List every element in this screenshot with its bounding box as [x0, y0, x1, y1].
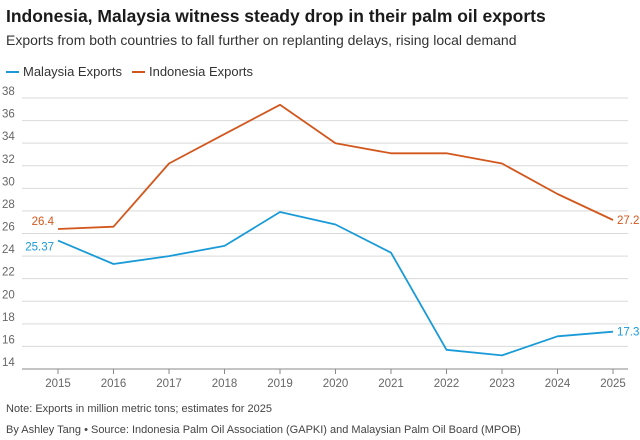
- x-tick-label: 2020: [323, 378, 349, 390]
- x-tick-label: 2022: [434, 378, 460, 390]
- y-tick-label: 38: [2, 86, 15, 98]
- x-tick-label: 2018: [212, 378, 238, 390]
- legend-swatch-malaysia: [6, 70, 19, 73]
- data-label: 26.4: [32, 216, 55, 228]
- chart-subtitle: Exports from both countries to fall furt…: [6, 32, 517, 48]
- chart-legend: Malaysia Exports Indonesia Exports: [6, 64, 263, 79]
- x-tick-label: 2024: [545, 378, 571, 390]
- x-tick-label: 2016: [101, 378, 127, 390]
- series-line-indonesia-exports: [57, 103, 614, 230]
- x-tick-label: 2021: [378, 378, 404, 390]
- y-tick-label: 30: [2, 176, 15, 188]
- data-label: 25.37: [25, 242, 54, 254]
- series-line-malaysia-exports: [57, 211, 614, 357]
- legend-label-malaysia: Malaysia Exports: [23, 64, 122, 79]
- x-tick-label: 2023: [489, 378, 515, 390]
- y-tick-label: 16: [2, 334, 15, 346]
- x-tick-label: 2025: [600, 378, 626, 390]
- y-tick-label: 26: [2, 222, 15, 234]
- y-tick-label: 28: [2, 199, 15, 211]
- data-label: 17.3: [617, 327, 639, 339]
- chart-title: Indonesia, Malaysia witness steady drop …: [6, 6, 546, 26]
- y-tick-label: 14: [2, 357, 15, 369]
- x-tick-label: 2017: [156, 378, 182, 390]
- y-tick-label: 24: [2, 244, 15, 256]
- chart-note: Note: Exports in million metric tons; es…: [6, 403, 272, 415]
- y-tick-label: 32: [2, 154, 15, 166]
- y-tick-label: 36: [2, 109, 15, 121]
- data-label: 27.2: [617, 215, 639, 227]
- y-tick-label: 34: [2, 131, 15, 143]
- legend-swatch-indonesia: [131, 70, 145, 73]
- chart-byline: By Ashley Tang • Source: Indonesia Palm …: [6, 424, 521, 436]
- legend-label-indonesia: Indonesia Exports: [148, 64, 254, 79]
- x-tick-label: 2019: [267, 378, 293, 390]
- x-tick-label: 2015: [45, 378, 71, 390]
- y-tick-label: 22: [2, 267, 15, 279]
- y-tick-label: 20: [2, 289, 15, 301]
- y-tick-label: 18: [2, 312, 15, 324]
- legend-item-indonesia: Indonesia Exports: [131, 64, 254, 79]
- legend-item-malaysia: Malaysia Exports: [6, 64, 122, 79]
